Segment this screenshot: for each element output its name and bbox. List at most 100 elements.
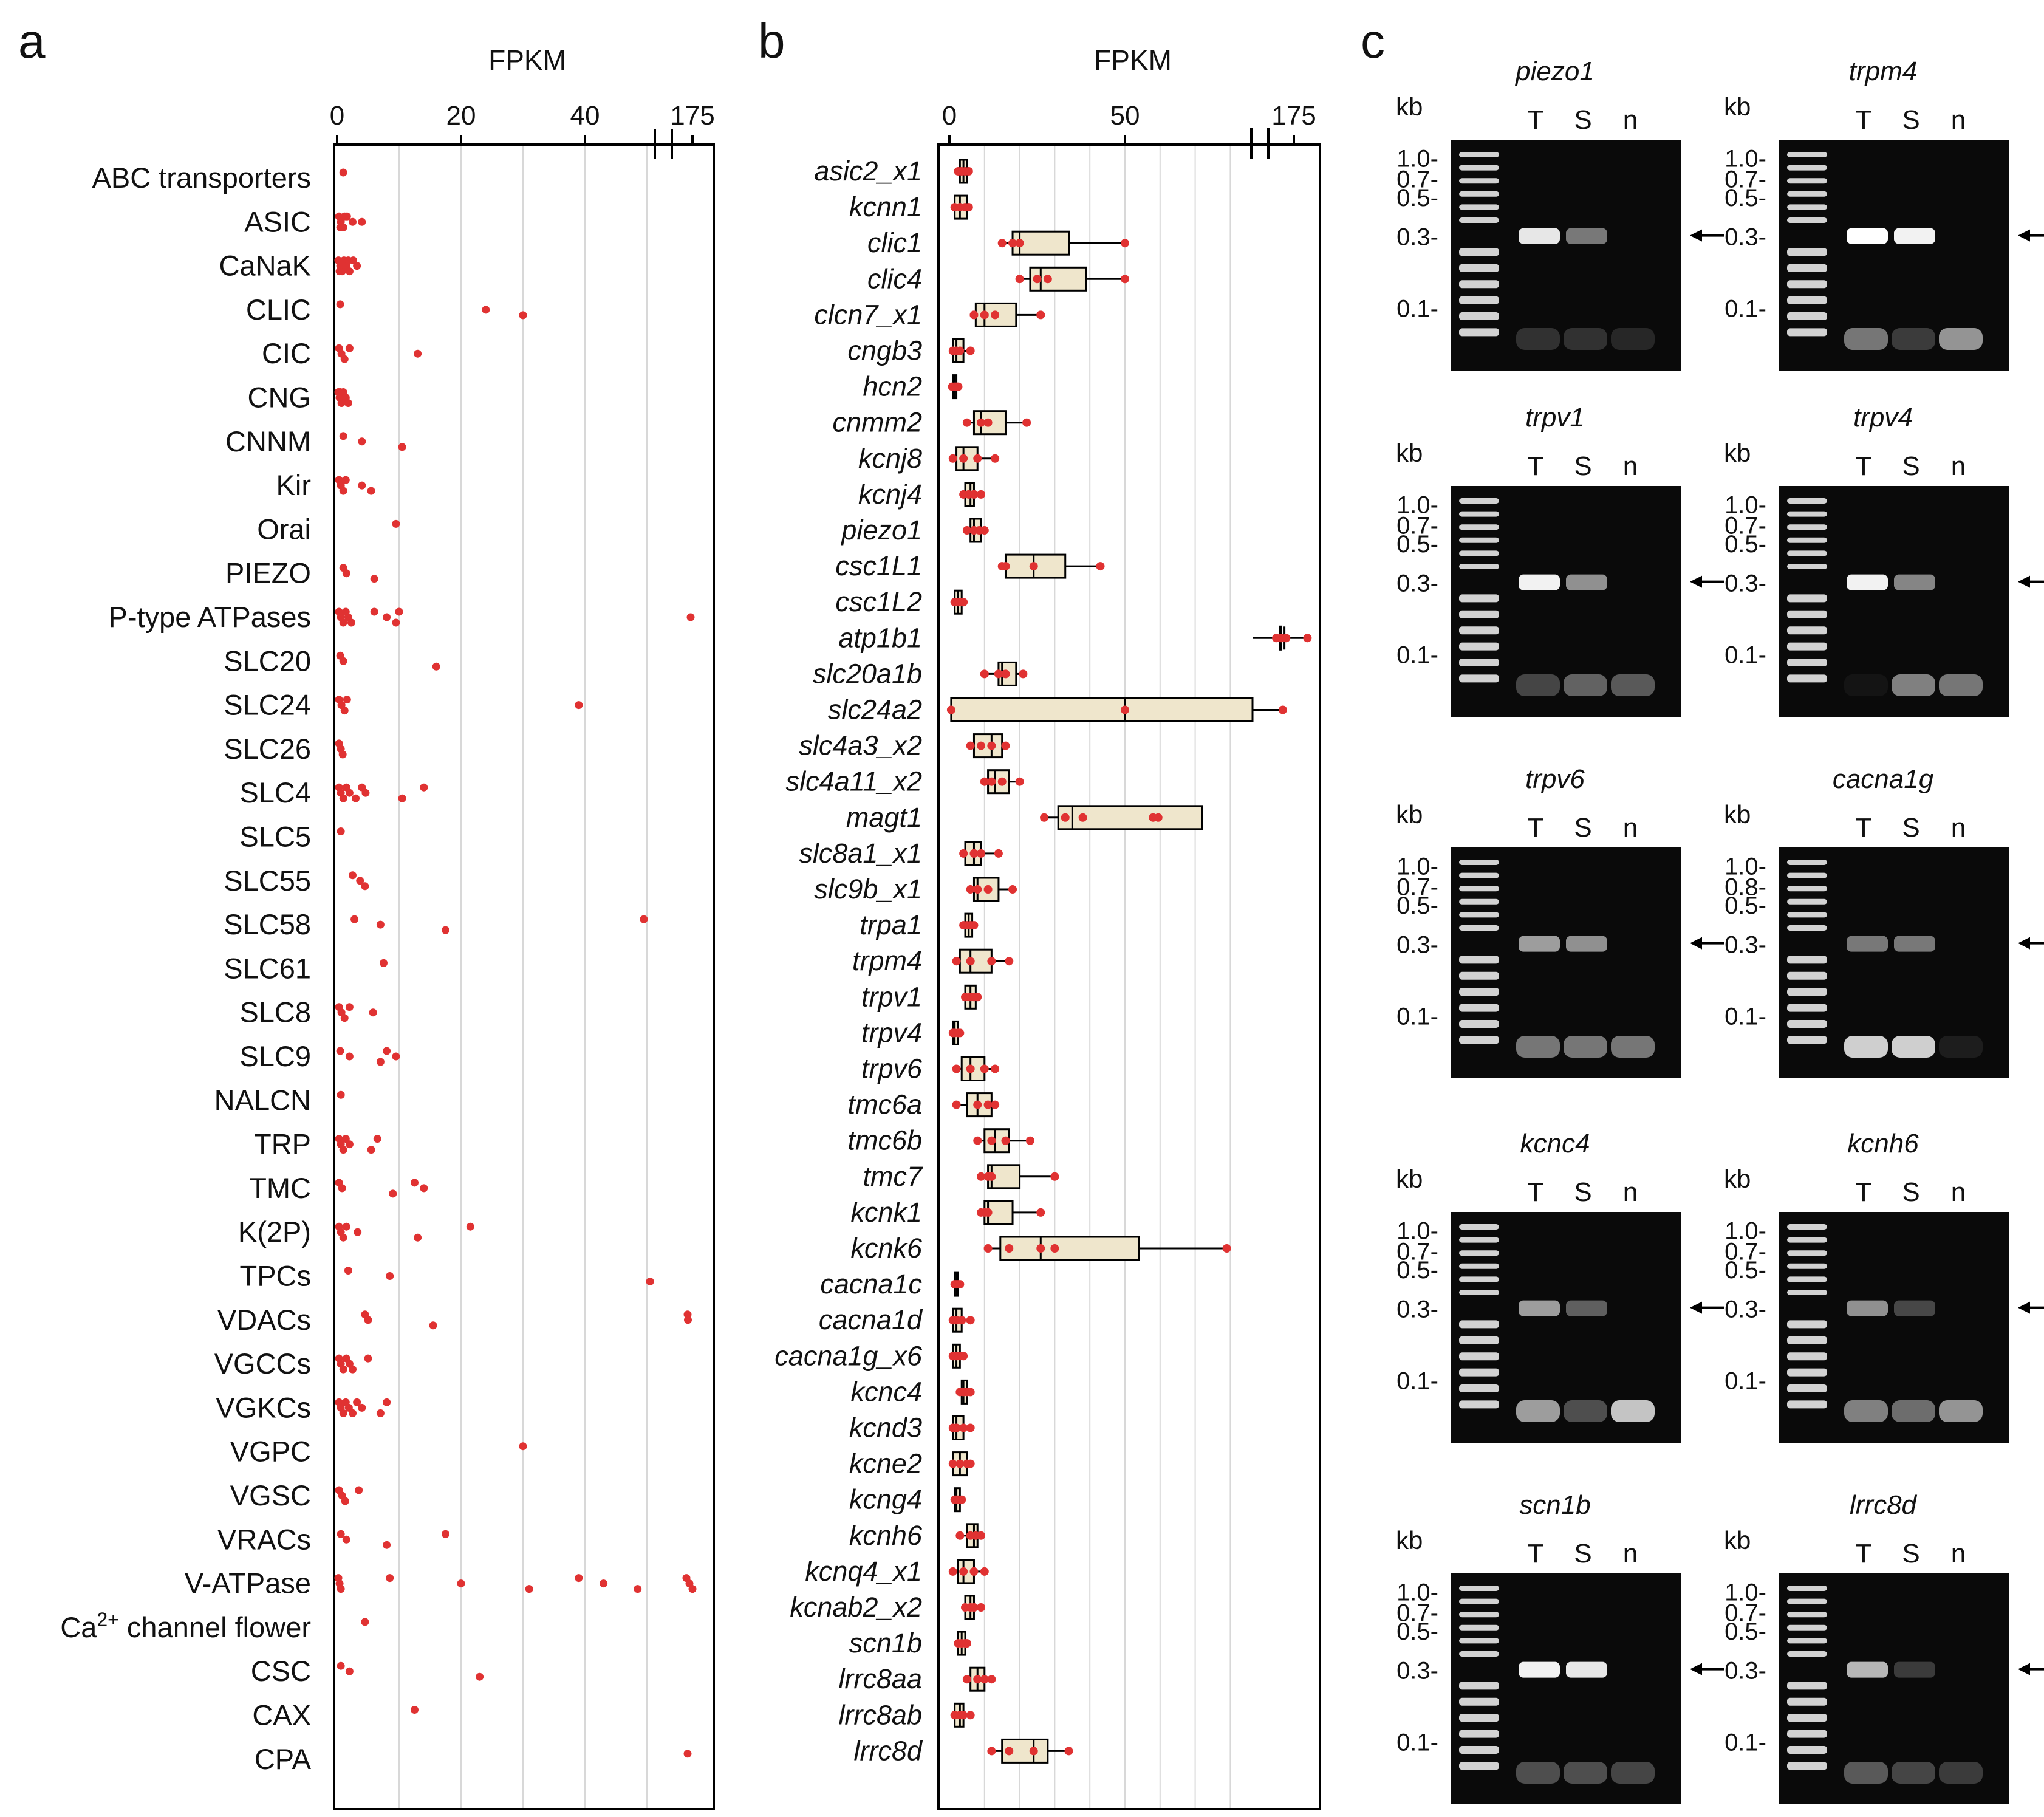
panel-a-data-point xyxy=(337,1530,345,1538)
panel-a-category-label: TRP xyxy=(254,1128,311,1160)
gel-ladder-band xyxy=(1787,1263,1827,1269)
gel-sample-band xyxy=(1894,1661,1935,1678)
panel-a-data-point xyxy=(442,926,449,934)
panel-a-category-label: SLC9 xyxy=(239,1040,311,1072)
panel-a-data-point xyxy=(339,1409,347,1417)
gel-primer-smear xyxy=(1564,328,1607,350)
panel-b-data-point xyxy=(959,1423,968,1432)
gel-ladder-band xyxy=(1787,537,1827,543)
panel-b-box xyxy=(962,518,989,543)
gel-ladder-band xyxy=(1787,312,1827,320)
gel-ladder-label: 0.7- xyxy=(1724,166,1766,193)
panel-b-data-point xyxy=(977,849,986,858)
panel-b-data-point xyxy=(973,1675,982,1684)
panel-b-gene-label: cacna1c xyxy=(820,1268,922,1299)
panel-b-data-point xyxy=(966,1459,975,1468)
panel-a-category-label: SLC4 xyxy=(239,776,311,809)
panel-b-box xyxy=(948,1307,975,1333)
gel-arrow-head xyxy=(1690,1663,1702,1675)
gel-ladder-band xyxy=(1459,594,1499,603)
panel-b-data-point xyxy=(1154,813,1163,822)
panel-b-gene-label: slc9b_x1 xyxy=(814,874,922,905)
panel-a-data-point xyxy=(383,613,391,621)
panel-a-data-point xyxy=(339,794,347,802)
gel-primer-smear xyxy=(1611,1400,1655,1422)
gel-kb-label: kb xyxy=(1396,800,1423,829)
gel-ladder-band xyxy=(1787,1651,1827,1657)
panel-a-data-point xyxy=(683,1750,692,1758)
panel-b-data-point xyxy=(997,239,1007,248)
panel-b-box xyxy=(983,1236,1231,1261)
panel-a-data-point xyxy=(350,915,359,923)
panel-b-data-point xyxy=(1001,741,1010,750)
panel-a-data-point xyxy=(420,783,428,792)
gel-sample-band xyxy=(1847,1300,1888,1316)
panel-a-category-label: K(2P) xyxy=(238,1216,311,1248)
panel-b-data-point xyxy=(955,1531,965,1540)
panel-a-category-label: ASIC xyxy=(244,205,311,238)
panel-b-data-point xyxy=(969,1603,979,1612)
gel-ladder-label: 0.3- xyxy=(1396,224,1438,251)
gel-primer-smear xyxy=(1892,1762,1935,1784)
panel-a-data-point xyxy=(339,657,347,665)
gel-ladder-label: 0.5- xyxy=(1724,185,1766,211)
panel-b-gene-label: clcn7_x1 xyxy=(814,299,922,330)
panel-b-box-iqr xyxy=(999,1236,1140,1261)
panel-b-data-point xyxy=(973,993,982,1002)
gel-ladder-band xyxy=(1459,1224,1499,1230)
gel-ladder-band xyxy=(1787,956,1827,964)
panel-b-gene-label: kcnk6 xyxy=(850,1233,923,1264)
panel-b-data-point xyxy=(955,1028,965,1038)
gel-kb-label: kb xyxy=(1396,92,1423,121)
gel-lane-label: T xyxy=(1528,105,1544,135)
gel-ladder-band xyxy=(1787,971,1827,980)
panel-b-gene-label: atp1b1 xyxy=(838,622,922,653)
panel-b-data-point xyxy=(1036,1208,1045,1217)
gel-ladder-band xyxy=(1787,912,1827,918)
panel-b-box-iqr xyxy=(1029,266,1087,292)
gel-ladder-label: 0.1- xyxy=(1724,642,1766,668)
panel-a-data-point xyxy=(392,618,400,627)
gel-kb-label: kb xyxy=(1724,439,1751,467)
panel-b-data-point xyxy=(966,741,975,750)
gel-ladder-band xyxy=(1787,1714,1827,1722)
panel-b-data-point xyxy=(1029,562,1038,571)
gel-ladder-band xyxy=(1459,1263,1499,1269)
gel-ladder-band xyxy=(1459,1400,1499,1409)
gel-ladder-band xyxy=(1459,988,1499,996)
panel-a-data-point xyxy=(398,794,406,802)
panel-b-gene-label: lrrc8ab xyxy=(838,1699,922,1730)
panel-b-data-point xyxy=(1078,813,1087,822)
gel-sample-band xyxy=(1894,1300,1935,1316)
panel-b-data-point xyxy=(991,1064,1000,1073)
panel-a-category-label: TMC xyxy=(249,1172,311,1204)
gel-ladder-label: 0.7- xyxy=(1396,513,1438,539)
gel-ladder-band xyxy=(1787,1290,1827,1295)
panel-a-data-point xyxy=(339,618,347,627)
panel-a-data-point xyxy=(344,399,352,407)
panel-a-data-point xyxy=(476,1672,484,1681)
gel-ladder-band xyxy=(1459,912,1499,918)
panel-b-data-point xyxy=(1001,1136,1010,1145)
gel-kb-label: kb xyxy=(1396,439,1423,467)
panel-b-data-point xyxy=(959,1711,968,1720)
gel-ladder-label: 0.3- xyxy=(1724,932,1766,959)
panel-b-data-point xyxy=(1001,669,1010,679)
panel-a-data-point xyxy=(395,607,403,616)
gel-lane-label: n xyxy=(1951,451,1966,481)
gel-ladder-band xyxy=(1787,1020,1827,1028)
gel-kb-label: kb xyxy=(1396,1526,1423,1555)
panel-a-category-label: SLC8 xyxy=(239,996,311,1028)
gel-lane-label: S xyxy=(1902,813,1919,843)
panel-a-category-label: SLC26 xyxy=(224,733,311,765)
panel-a-axis-title: FPKM xyxy=(488,44,566,76)
panel-b-data-point xyxy=(973,1100,982,1109)
gel-ladder-band xyxy=(1787,1697,1827,1706)
panel-b-data-point xyxy=(1005,1747,1014,1756)
gel-ladder-band xyxy=(1787,1336,1827,1344)
gel-ladder-label: 0.7- xyxy=(1724,513,1766,539)
gel-ladder-band xyxy=(1459,1746,1499,1754)
